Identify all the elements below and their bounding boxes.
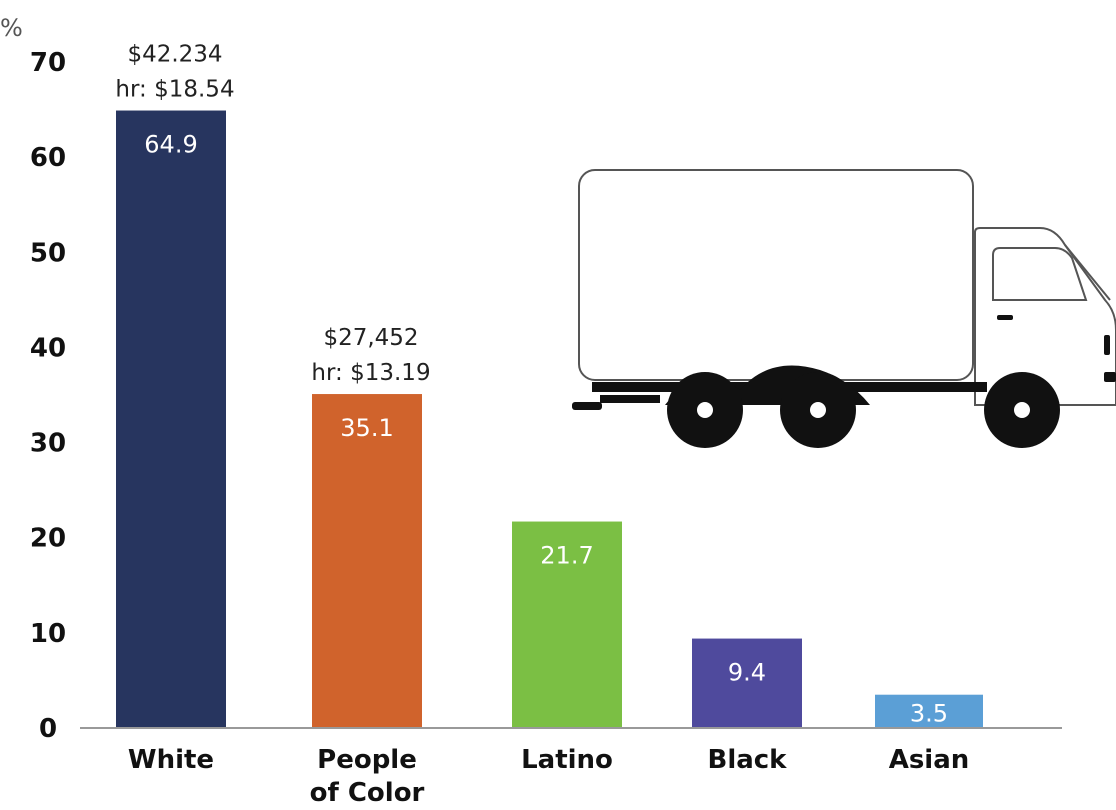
y-tick-label: 50 [30, 238, 66, 268]
y-tick-labels: 0 10 20 30 40 50 60 70 [30, 48, 66, 744]
category-label: Asian [889, 745, 970, 775]
delivery-truck-icon [572, 169, 1116, 448]
bar [312, 394, 422, 728]
y-axis-unit-label: % [0, 14, 23, 42]
category-labels: White People of Color Latino Black Asian [128, 745, 969, 808]
bar-annotation-line: hr: $13.19 [311, 360, 430, 386]
value-labels: 64.9 35.1 21.7 9.4 3.5 [144, 131, 948, 728]
bar-value-label: 64.9 [144, 131, 197, 159]
bar [116, 110, 226, 729]
y-tick-label: 0 [39, 714, 57, 744]
bar-value-label: 35.1 [340, 414, 393, 442]
bar-value-label: 21.7 [540, 542, 593, 570]
category-label: People of Color [310, 745, 425, 808]
category-label: Latino [521, 745, 613, 775]
bar [512, 521, 622, 728]
bar-value-label: 9.4 [728, 659, 766, 687]
y-tick-label: 70 [30, 48, 66, 78]
bar [692, 638, 802, 728]
category-label: White [128, 745, 214, 775]
bar-annotation-line: $42.234 [127, 42, 222, 68]
y-tick-label: 10 [30, 619, 66, 649]
bar-value-label: 3.5 [910, 700, 948, 728]
bar-annotation-line: hr: $18.54 [115, 77, 234, 103]
y-tick-label: 60 [30, 143, 66, 173]
category-label: Black [708, 745, 788, 775]
bars [116, 110, 983, 729]
y-tick-label: 30 [30, 429, 66, 459]
y-tick-label: 20 [30, 524, 66, 554]
bar-annotations: $42.234 hr: $18.54 $27,452 hr: $13.19 [115, 42, 430, 387]
y-tick-label: 40 [30, 333, 66, 363]
bar [875, 694, 983, 728]
bar-annotation-line: $27,452 [323, 325, 418, 351]
